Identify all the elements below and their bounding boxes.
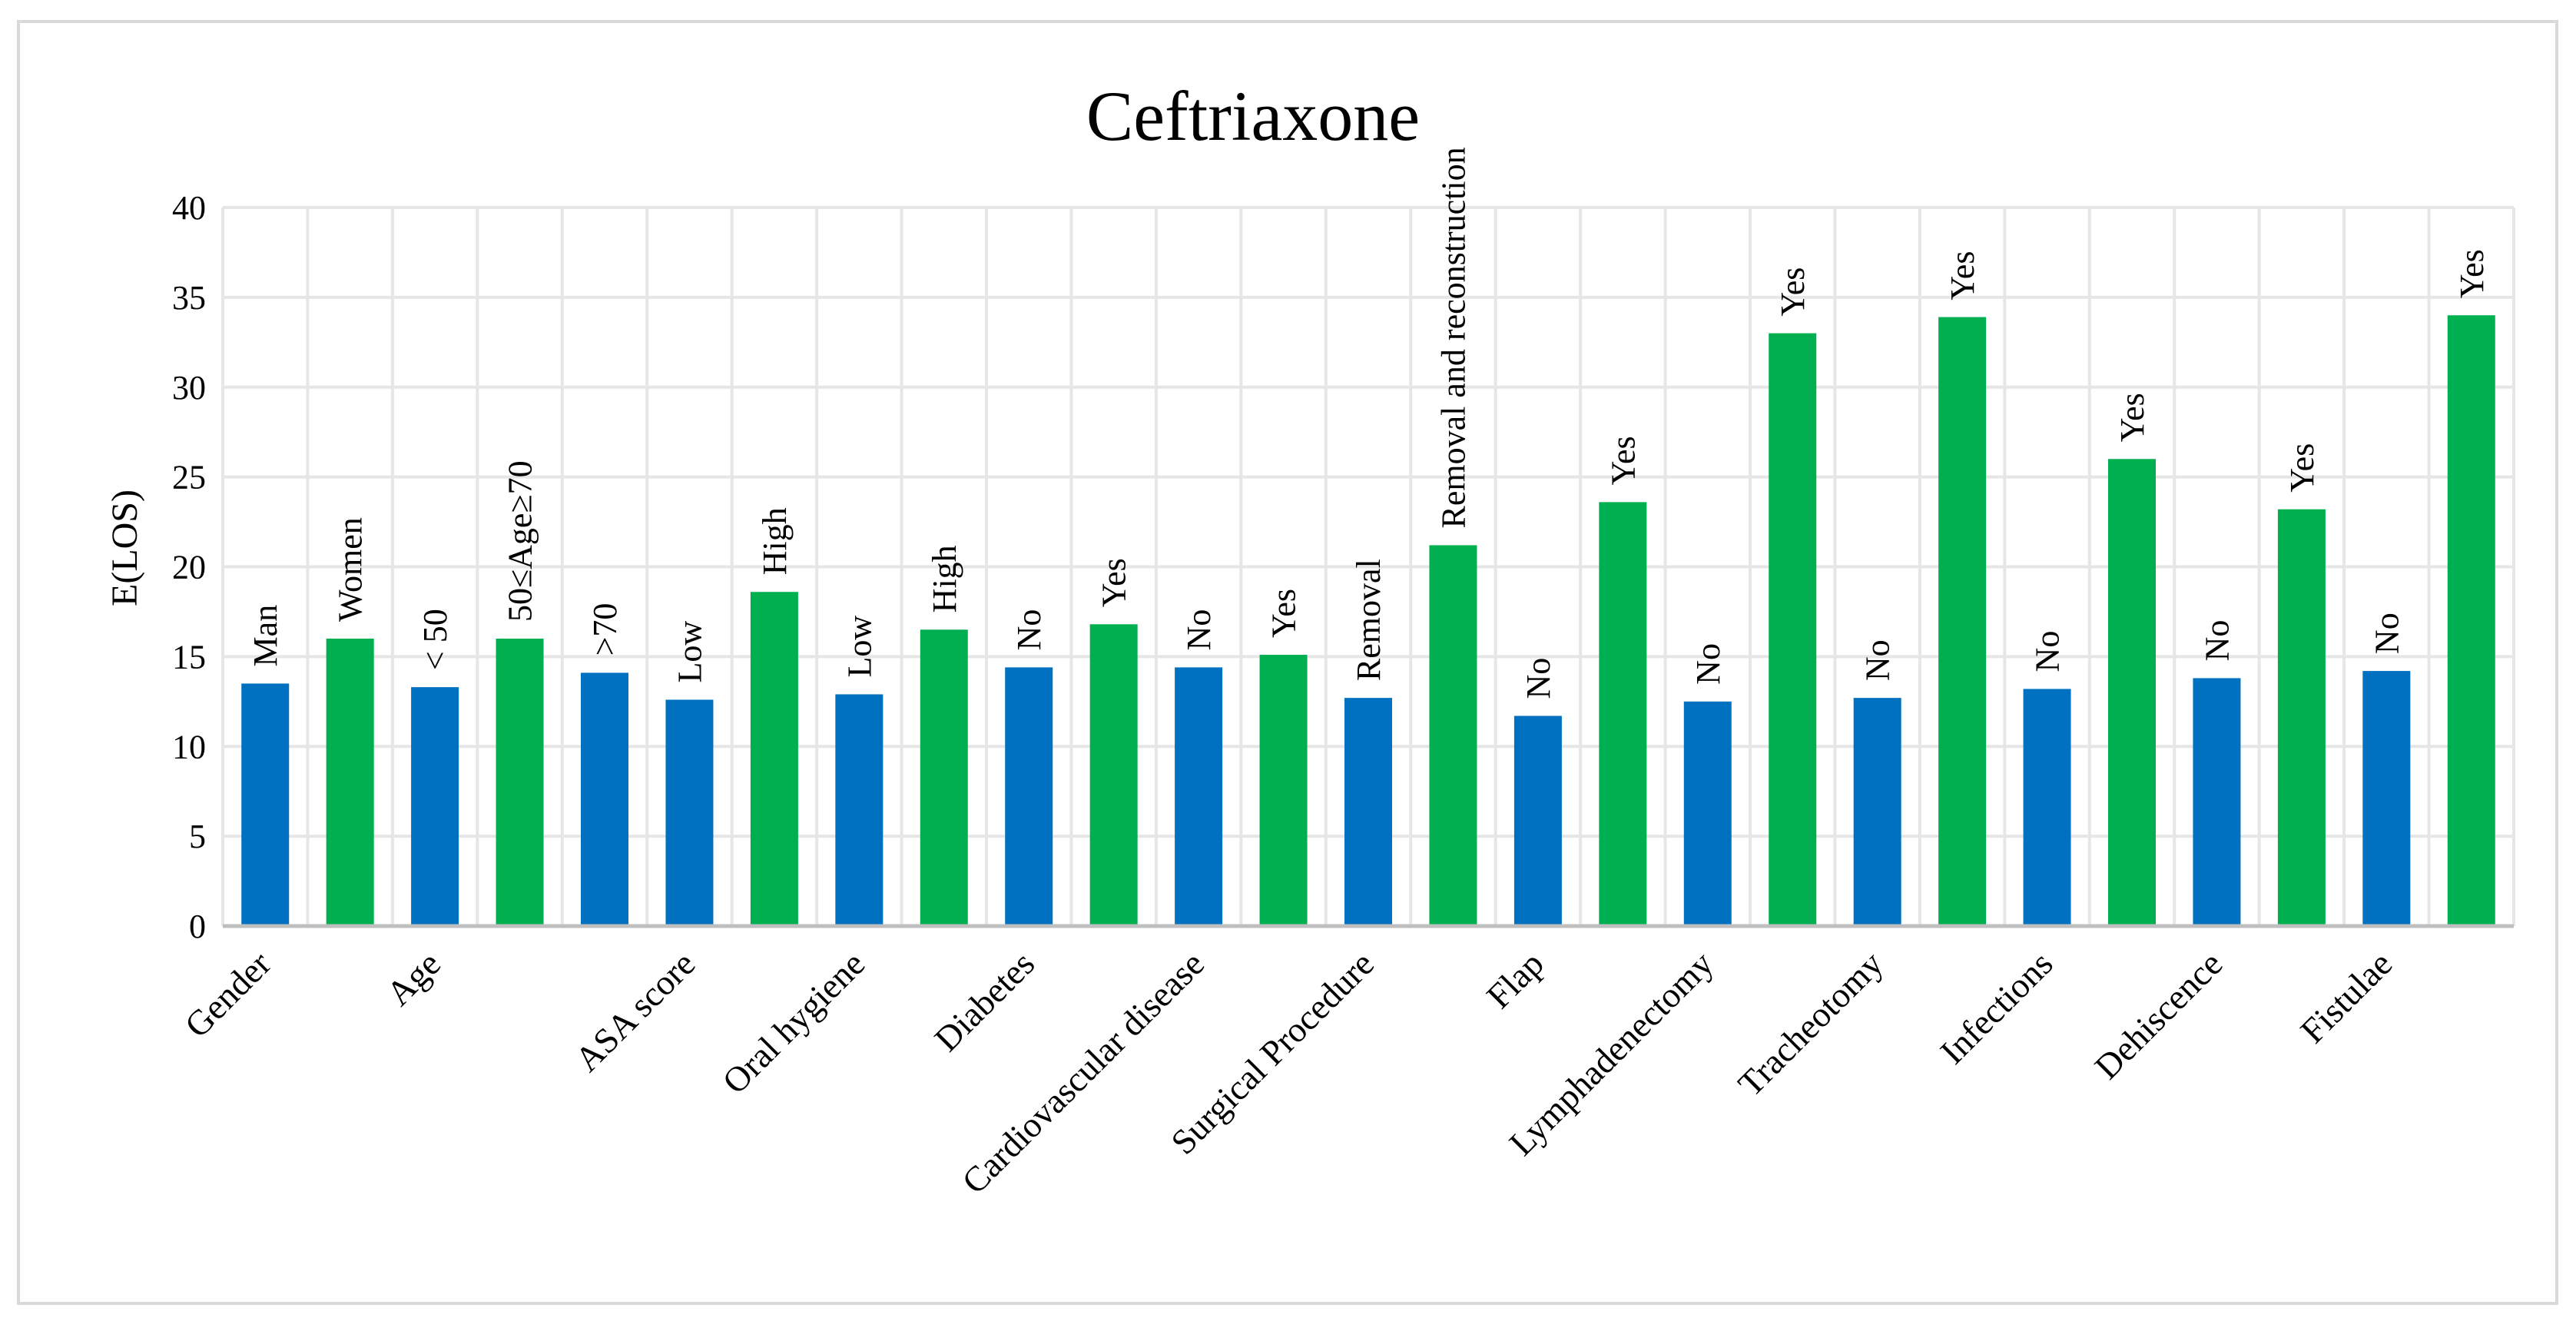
bar-surgical-procedure-removal [1344, 698, 1392, 926]
data-label-flap-no: No [1520, 658, 1557, 699]
data-label-flap-yes: Yes [1604, 436, 1642, 485]
data-label-tracheotomy-yes: Yes [1944, 251, 1981, 300]
y-tick-label-5: 5 [189, 818, 206, 855]
bar-asa-score-low [665, 699, 714, 926]
y-axis-label: E(LOS) [104, 490, 145, 606]
bar-lymphadenectomy-no [1683, 701, 1732, 926]
data-label-age-50-age-70: 50≤Age≥70 [502, 460, 539, 622]
bar-infections-no [2023, 689, 2071, 926]
data-label-age-50: < 50 [416, 609, 454, 670]
category-label-infections: Infections [1933, 944, 2060, 1071]
y-tick-label-20: 20 [172, 549, 206, 586]
data-label-gender-women: Women [332, 517, 370, 622]
category-label-gender: Gender [177, 944, 279, 1045]
bar-cardiovascular-disease-no [1175, 667, 1223, 926]
bar-dehiscence-no [2193, 678, 2241, 926]
bars-layer [241, 315, 2495, 926]
category-label-asa-score: ASA score [567, 944, 702, 1079]
bar-oral-hygiene-high [920, 629, 968, 926]
data-label-gender-man: Man [247, 605, 284, 667]
category-label-fistulae: Fistulae [2293, 944, 2399, 1051]
bar-tracheotomy-yes [1938, 317, 1987, 926]
data-label-diabetes-no: No [1010, 609, 1048, 651]
category-label-age: Age [379, 944, 448, 1013]
data-label-cardiovascular-disease-yes: Yes [1265, 589, 1303, 638]
bar-dehiscence-yes [2277, 509, 2326, 926]
category-label-dehiscence: Dehiscence [2087, 944, 2230, 1087]
data-label-oral-hygiene-high: High [926, 545, 963, 613]
data-label-surgical-procedure-removal: Removal [1350, 559, 1387, 681]
bar-infections-yes [2108, 459, 2156, 926]
data-label-asa-score-low: Low [671, 621, 708, 683]
data-label-tracheotomy-no: No [1859, 639, 1897, 681]
bar-lymphadenectomy-yes [1769, 333, 1817, 926]
bar-flap-no [1513, 715, 1562, 926]
y-tick-label-0: 0 [189, 908, 206, 945]
bar-diabetes-no [1005, 667, 1053, 926]
data-label-oral-hygiene-low: Low [840, 616, 878, 678]
data-label-asa-score-high: High [756, 507, 794, 575]
bar-age-50 [411, 687, 459, 926]
bar-gender-women [326, 639, 374, 926]
bar-tracheotomy-no [1853, 698, 1901, 926]
bar-cardiovascular-disease-yes [1259, 655, 1308, 926]
data-label-dehiscence-no: No [2198, 620, 2236, 662]
bar-gender-man [241, 683, 290, 926]
bar-asa-score-high [750, 592, 798, 926]
chart-frame: Man Women < 50 50≤Age≥70 >70 Low High Low High No… [17, 20, 2558, 1305]
data-labels-layer: Man Women < 50 50≤Age≥70 >70 Low High Low High No… [247, 147, 2491, 699]
bar-age-70 [581, 672, 628, 926]
category-label-flap: Flap [1479, 944, 1551, 1016]
category-label-tracheotomy: Tracheotomy [1730, 944, 1890, 1104]
data-label-age-70: >70 [586, 603, 624, 656]
y-tick-label-30: 30 [172, 369, 206, 407]
bar-fistulae-no [2362, 671, 2411, 926]
bar-age-50-age-70 [496, 639, 544, 926]
data-label-lymphadenectomy-no: No [1689, 643, 1727, 685]
bar-chart: Man Women < 50 50≤Age≥70 >70 Low High Low High No… [104, 77, 2515, 1201]
y-tick-label-35: 35 [172, 279, 206, 317]
y-tick-label-10: 10 [172, 728, 206, 765]
y-tick-label-40: 40 [172, 189, 206, 227]
bar-fistulae-yes [2447, 315, 2495, 926]
data-label-fistulae-no: No [2368, 613, 2405, 654]
data-label-lymphadenectomy-yes: Yes [1774, 267, 1812, 317]
category-label-diabetes: Diabetes [927, 944, 1042, 1059]
bar-surgical-procedure-removal-and-reconstruction [1429, 545, 1477, 926]
bar-flap-yes [1599, 502, 1647, 926]
chart-title: Ceftriaxone [1086, 77, 1420, 155]
bar-diabetes-yes [1089, 624, 1138, 926]
bar-oral-hygiene-low [835, 694, 884, 926]
data-label-dehiscence-yes: Yes [2283, 443, 2321, 493]
data-label-infections-yes: Yes [2114, 393, 2151, 442]
grid-layer [221, 206, 2515, 926]
data-label-fistulae-yes: Yes [2453, 249, 2491, 298]
y-tick-label-25: 25 [172, 459, 206, 496]
category-label-oral-hygiene: Oral hygiene [714, 944, 872, 1101]
y-tick-label-15: 15 [172, 638, 206, 676]
data-label-diabetes-yes: Yes [1096, 558, 1133, 607]
data-label-cardiovascular-disease-no: No [1180, 609, 1218, 651]
data-label-surgical-procedure-removal-and-reconstruction: Removal and reconstruction [1434, 147, 1472, 528]
data-label-infections-no: No [2029, 631, 2067, 672]
